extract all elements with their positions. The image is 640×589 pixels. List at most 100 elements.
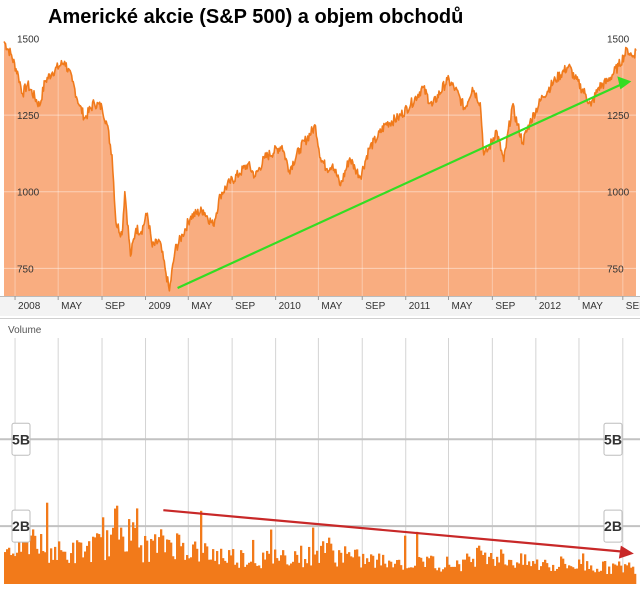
volume-bar-241 [486,564,489,584]
volume-bar-311 [626,565,629,584]
volume-bar-303 [610,573,613,584]
volume-bar-24 [52,559,55,584]
volume-bar-172 [348,552,351,584]
volume-bar-312 [628,562,631,584]
volume-bar-163 [330,543,333,584]
x-tick-label-10: MAY [452,301,473,312]
volume-bar-218 [440,571,443,584]
volume-bar-148 [300,545,303,584]
volume-bar-110 [224,560,227,584]
volume-bar-143 [290,563,293,584]
volume-bar-46 [96,533,99,584]
volume-bar-212 [428,558,431,584]
volume-bar-60 [124,551,127,584]
volume-bar-187 [378,553,381,584]
volume-bar-237 [478,545,481,584]
volume-bar-307 [618,561,621,584]
volume-bar-9 [22,530,25,584]
volume-bar-53 [110,534,113,584]
volume-bar-266 [536,559,539,584]
volume-bar-174 [352,557,355,584]
volume-bar-276 [556,568,559,584]
volume-bar-14 [32,529,35,584]
x-tick-label-3: 2009 [149,301,172,312]
x-tick-label-1: MAY [61,301,82,312]
volume-bar-310 [624,564,627,584]
volume-bar-243 [490,553,493,584]
volume-bar-100 [204,543,207,584]
volume-bar-44 [92,536,95,584]
volume-bar-147 [298,562,301,584]
volume-ytick-box-right-1 [603,509,623,543]
volume-bar-52 [108,556,111,584]
volume-bar-207 [418,557,421,584]
volume-bar-131 [266,550,269,584]
volume-bar-166 [336,566,339,584]
volume-bar-238 [480,550,483,584]
volume-bar-40 [84,551,87,584]
volume-bar-95 [194,541,197,584]
volume-bar-196 [396,560,399,584]
volume-bar-229 [462,559,465,584]
volume-bar-27 [58,541,61,584]
volume-bar-159 [322,541,325,584]
volume-bar-4 [12,553,15,584]
volume-bar-249 [502,553,505,584]
volume-bar-34 [72,542,75,584]
volume-bar-262 [528,561,531,584]
volume-bar-121 [246,564,249,584]
volume-bar-3 [10,555,13,584]
volume-bar-204 [412,567,415,584]
volume-bar-68 [140,545,143,584]
volume-bar-181 [366,558,369,584]
trend-arrow-up-line [177,83,622,290]
volume-bar-178 [360,567,363,584]
price-ytick-right-2: 1000 [607,188,630,199]
volume-bar-313 [630,567,633,584]
volume-bar-66 [136,508,139,584]
volume-bar-29 [62,551,65,584]
volume-bar-260 [524,554,527,584]
volume-bar-194 [392,567,395,584]
volume-bar-234 [472,558,475,584]
volume-bar-16 [36,548,39,584]
volume-bar-222 [448,564,451,584]
volume-bar-13 [30,535,33,584]
volume-bar-67 [138,547,141,584]
volume-bar-251 [506,565,509,584]
volume-bar-308 [620,565,623,584]
volume-bar-130 [264,559,267,584]
volume-bar-132 [268,553,271,584]
volume-bar-315 [634,573,637,584]
volume-bar-175 [354,549,357,584]
volume-bar-106 [216,551,219,584]
volume-bar-197 [398,559,401,584]
volume-bar-286 [576,568,579,584]
volume-bar-36 [76,540,79,584]
volume-bar-128 [260,568,263,584]
volume-bar-278 [560,556,563,584]
volume-bar-55 [114,508,117,584]
volume-bar-233 [470,562,473,584]
volume-bar-1 [6,549,9,584]
volume-bar-165 [334,562,337,584]
volume-bar-160 [324,552,327,584]
volume-bar-275 [554,570,557,584]
volume-bar-82 [168,539,171,584]
volume-bar-168 [340,552,343,584]
volume-bar-2 [8,547,11,584]
price-area [4,41,636,296]
volume-bar-189 [382,554,385,584]
volume-bar-61 [126,551,129,584]
volume-bar-75 [154,534,157,584]
volume-bar-19 [42,551,45,584]
volume-bar-179 [362,553,365,584]
volume-bar-69 [142,562,145,584]
volume-bar-224 [452,566,455,584]
volume-bar-25 [54,546,57,584]
volume-bar-211 [426,556,429,584]
volume-bar-26 [56,559,59,584]
volume-bar-31 [66,559,69,584]
x-tick-label-8: SEP [365,301,385,312]
volume-bar-87 [178,534,181,584]
